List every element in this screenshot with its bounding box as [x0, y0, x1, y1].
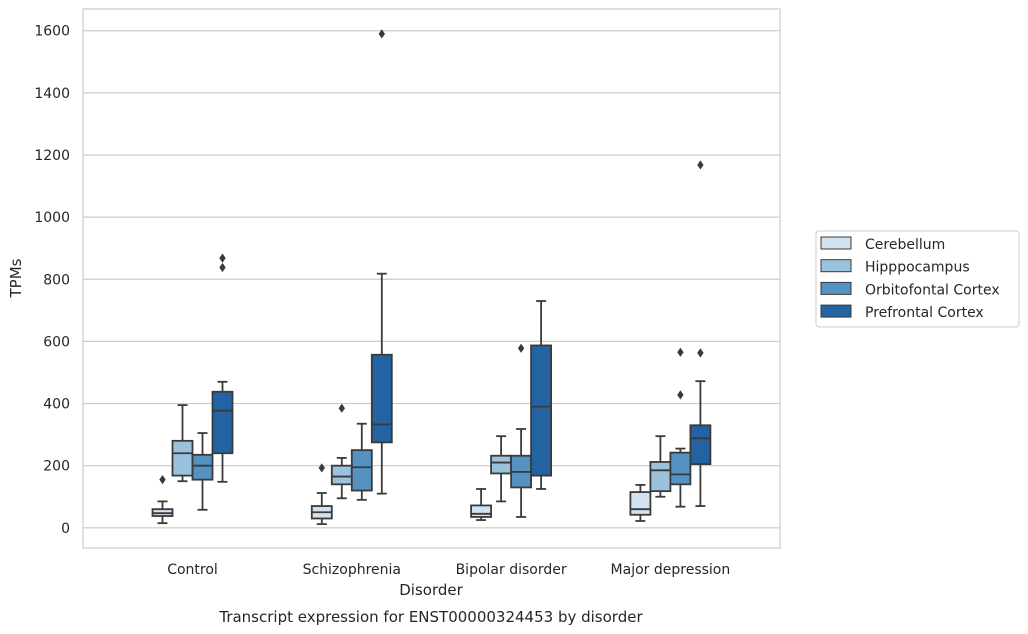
- box-body: [171, 439, 194, 477]
- y-axis-ticks: 0 200 400 600 800 1000 1200 1400 1600: [34, 24, 70, 537]
- legend-label: Cerebellum: [865, 237, 945, 253]
- plot-frame: [82, 8, 781, 549]
- box-body: [350, 449, 373, 492]
- box-body: [370, 353, 393, 444]
- box-3-3: [689, 160, 712, 507]
- outlier-point: [378, 29, 385, 39]
- box-0-3: [629, 484, 652, 522]
- outlier-point: [318, 463, 325, 473]
- x-axis-title: Disorder: [399, 581, 463, 599]
- box-body: [689, 424, 712, 466]
- box-2-0: [191, 432, 214, 511]
- box-2-1: [350, 422, 373, 501]
- box-body: [470, 504, 493, 518]
- legend-swatch: [820, 236, 852, 250]
- y-tick-label: 400: [43, 397, 70, 413]
- x-tick-label: Bipolar disorder: [456, 562, 567, 578]
- y-tick-label: 600: [43, 334, 70, 350]
- box-1-0: [171, 404, 194, 483]
- y-tick-label: 1000: [34, 210, 70, 226]
- x-tick-label: Major depression: [611, 562, 731, 578]
- box-body: [530, 344, 552, 477]
- legend-swatch: [820, 259, 852, 273]
- box-body: [191, 453, 214, 481]
- chart-title: Transcript expression for ENST0000032445…: [218, 608, 643, 626]
- y-axis-title: TPMs: [7, 258, 25, 298]
- legend-swatch: [820, 304, 852, 318]
- y-tick-label: 200: [43, 459, 70, 475]
- outlier-point: [697, 160, 704, 170]
- box-body: [330, 464, 353, 486]
- outlier-point: [219, 253, 226, 263]
- box-3-0: [211, 253, 234, 483]
- outlier-point: [338, 403, 345, 413]
- outlier-point: [159, 475, 166, 485]
- outlier-point: [677, 347, 684, 357]
- box-2-3: [669, 347, 692, 508]
- box-1-2: [490, 435, 513, 503]
- x-axis-ticks: Control Schizophrenia Bipolar disorder Majo…: [167, 562, 730, 578]
- box-0-1: [310, 463, 333, 525]
- boxplot-series: [151, 29, 712, 525]
- box-body: [669, 451, 692, 486]
- outlier-point: [697, 348, 704, 358]
- legend-frame: [815, 230, 1020, 328]
- outlier-point: [677, 390, 684, 400]
- y-tick-label: 1400: [34, 86, 70, 102]
- x-tick-label: Schizophrenia: [303, 562, 401, 578]
- box-body: [490, 454, 513, 475]
- outlier-point: [219, 262, 226, 273]
- legend-swatch: [820, 281, 852, 295]
- box-1-1: [330, 403, 353, 500]
- box-2-2: [510, 343, 533, 518]
- legend: Cerebellum Hipppocampus Orbitofontal Corte…: [815, 230, 1020, 328]
- legend-label: Orbitofontal Cortex: [865, 282, 1000, 298]
- y-tick-label: 0: [61, 521, 70, 537]
- legend-label: Hipppocampus: [865, 260, 970, 276]
- box-body: [649, 461, 672, 493]
- outlier-point: [517, 343, 525, 353]
- box-3-1: [370, 29, 393, 495]
- box-0-0: [151, 475, 174, 525]
- y-tick-label: 1200: [34, 148, 70, 164]
- x-tick-label: Control: [167, 562, 218, 578]
- y-tick-label: 800: [43, 272, 70, 288]
- y-tick-label: 1600: [34, 24, 70, 40]
- box-body: [211, 390, 234, 455]
- box-0-2: [470, 488, 493, 521]
- box-1-3: [649, 435, 672, 498]
- legend-label: Prefrontal Cortex: [865, 305, 984, 321]
- box-body: [629, 491, 652, 516]
- box-3-2: [530, 300, 552, 490]
